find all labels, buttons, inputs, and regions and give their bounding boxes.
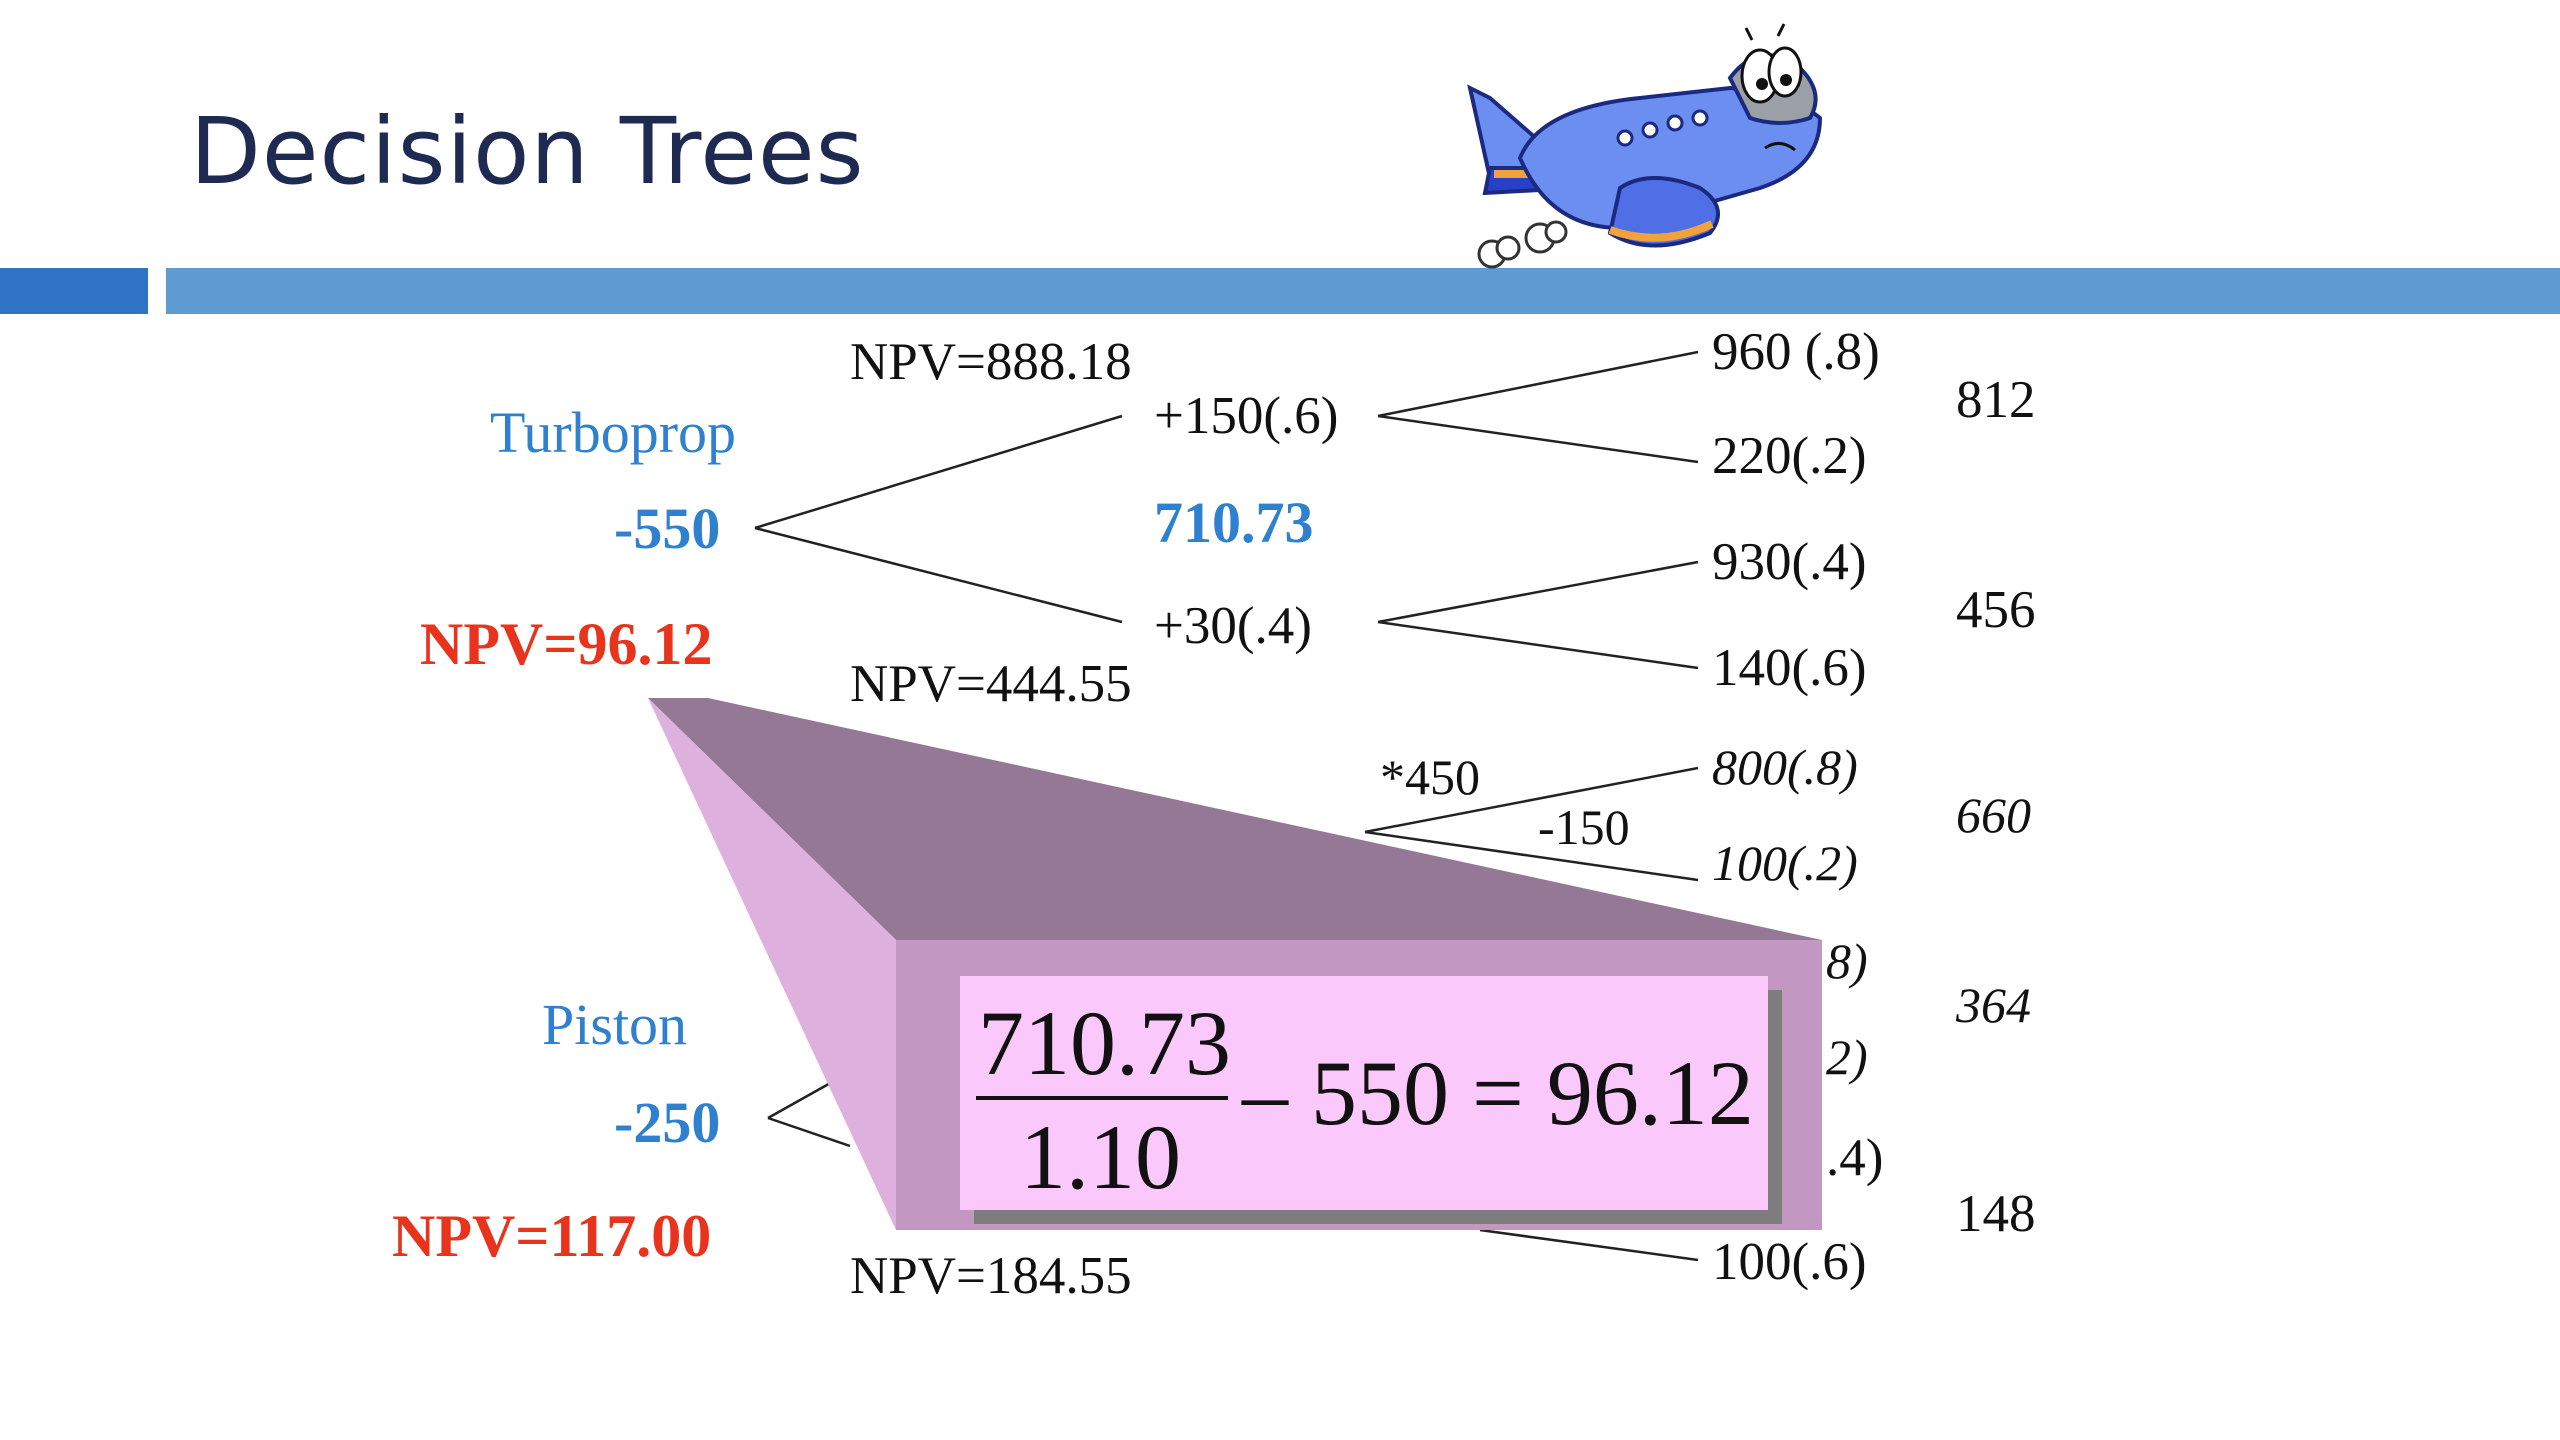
formula-denominator: 1.10 (1020, 1106, 1181, 1208)
callout-top-face (648, 698, 1822, 940)
turboprop-label: Turboprop (490, 400, 737, 465)
header-bar (166, 268, 2560, 314)
expected-364: 364 (1956, 977, 2031, 1033)
outcome-220: 220(.2) (1712, 427, 1867, 485)
expected-148: 148 (1956, 1185, 2036, 1243)
branch-high-label: +150(.6) (1154, 387, 1339, 445)
outcome-140: 140(.6) (1712, 639, 1867, 697)
outcome-960: 960 (.8) (1712, 323, 1880, 381)
outcome-100-lower: 100(.6) (1712, 1233, 1867, 1291)
slide-title: Decision Trees (190, 98, 865, 205)
expected-812: 812 (1956, 371, 2036, 429)
header-accent-bar (0, 268, 148, 314)
branch-high-npv: NPV=888.18 (850, 333, 1132, 391)
partial-outcome-1: 8) (1826, 933, 1868, 989)
partial-outcome-3: .4) (1826, 1129, 1884, 1187)
airplane-cartoon-icon (1467, 23, 1823, 269)
outcome-800: 800(.8) (1712, 739, 1858, 795)
piston-npv: NPV=117.00 (392, 1203, 712, 1269)
formula-numerator: 710.73 (978, 992, 1231, 1094)
callout-left-face (648, 698, 896, 1230)
fraction-bar (976, 1096, 1228, 1100)
expand-neg-label: -150 (1538, 799, 1630, 855)
piston-cost: -250 (614, 1090, 721, 1155)
expected-456: 456 (1956, 581, 2036, 639)
branch-mid-value: 710.73 (1154, 490, 1314, 555)
outcome-100-upper: 100(.2) (1712, 835, 1858, 891)
expected-660: 660 (1956, 787, 2031, 843)
branch-low-npv: NPV=444.55 (850, 655, 1132, 713)
partial-outcome-2: 2) (1826, 1029, 1868, 1085)
outcome-930: 930(.4) (1712, 533, 1867, 591)
piston-branch-npv: NPV=184.55 (850, 1247, 1132, 1305)
branch-low-label: +30(.4) (1154, 597, 1312, 655)
turboprop-cost: -550 (614, 496, 721, 561)
formula-result: – 550 = 96.12 (1242, 1042, 1754, 1144)
expand-star-label: *450 (1380, 749, 1480, 805)
piston-label: Piston (542, 992, 688, 1057)
turboprop-npv: NPV=96.12 (420, 611, 713, 677)
npv-formula-box: 710.73 1.10 – 550 = 96.12 (960, 976, 1768, 1210)
